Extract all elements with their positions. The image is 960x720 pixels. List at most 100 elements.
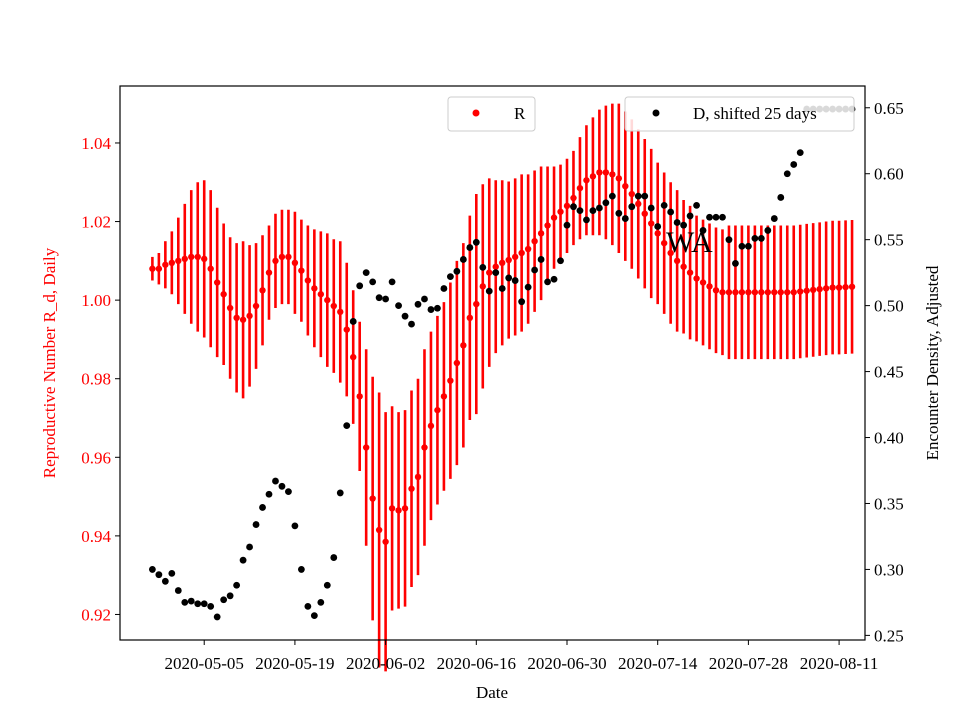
r-point <box>609 171 616 178</box>
r-point <box>337 308 344 316</box>
d-point <box>485 287 493 295</box>
d-point <box>764 227 772 234</box>
r-point <box>213 279 221 286</box>
r-point <box>563 202 571 210</box>
y-left-tick-label: 1.04 <box>81 134 111 153</box>
d-point <box>557 257 564 265</box>
r-point <box>239 316 247 323</box>
r-point <box>408 485 415 492</box>
y-right-tick-label: 0.50 <box>874 297 904 316</box>
d-point <box>725 236 733 244</box>
d-point <box>732 260 739 267</box>
d-point <box>524 283 532 291</box>
d-point <box>382 295 390 303</box>
r-point <box>330 302 337 310</box>
d-point <box>699 227 707 234</box>
d-point <box>647 204 655 212</box>
r-point <box>822 285 830 292</box>
y-right-tick-label: 0.65 <box>874 99 904 118</box>
r-point <box>777 289 784 296</box>
d-point <box>155 571 163 579</box>
r-point <box>252 302 260 310</box>
r-point <box>835 284 843 291</box>
y-left-tick-label: 0.92 <box>81 605 111 624</box>
d-point <box>641 192 649 200</box>
r-point <box>375 526 383 534</box>
d-point <box>505 274 513 282</box>
r-point <box>648 220 655 227</box>
r-point <box>628 190 635 198</box>
r-point <box>673 257 681 265</box>
d-point <box>427 306 435 313</box>
d-point <box>388 278 396 286</box>
r-point <box>201 255 208 263</box>
d-point <box>161 577 169 585</box>
r-point <box>479 283 486 290</box>
r-point <box>168 259 176 267</box>
d-point <box>719 213 726 221</box>
legend-r-marker <box>472 109 480 117</box>
d-point <box>440 285 448 292</box>
legend-r-label: R <box>514 104 526 123</box>
y-axis-left-ticks: 0.92 0.94 0.96 0.98 1.00 1.02 1.04 <box>81 134 120 624</box>
legend-d: D, shifted 25 days <box>624 96 855 132</box>
d-point <box>395 302 402 310</box>
d-point <box>583 216 590 224</box>
d-point <box>181 599 189 606</box>
y-left-tick-label: 0.98 <box>81 370 111 389</box>
r-point <box>246 312 253 320</box>
d-point <box>660 201 668 209</box>
d-point <box>751 234 759 242</box>
x-axis-label: Date <box>476 683 508 702</box>
d-point <box>259 504 266 511</box>
r-point <box>220 291 227 298</box>
r-point <box>259 287 266 294</box>
r-point <box>667 249 674 257</box>
d-point <box>602 199 610 207</box>
d-point <box>252 521 260 528</box>
d-point <box>757 234 765 242</box>
r-point <box>635 200 642 208</box>
r-point <box>291 259 299 267</box>
y-right-tick-label: 0.55 <box>874 231 904 250</box>
r-point <box>343 326 350 333</box>
d-point <box>744 242 752 250</box>
d-point <box>213 613 221 621</box>
r-point <box>414 473 422 481</box>
d-point <box>291 522 299 530</box>
d-point <box>226 592 234 600</box>
d-point <box>621 215 629 222</box>
d-point <box>194 600 202 608</box>
r-point <box>401 505 409 512</box>
r-point <box>842 283 849 291</box>
r-point <box>421 444 428 451</box>
plot-frame <box>119 85 866 641</box>
d-point <box>272 477 279 485</box>
r-point <box>537 230 545 237</box>
y-left-tick-label: 1.02 <box>81 213 111 232</box>
y-right-tick-label: 0.45 <box>874 363 904 382</box>
series-d-points <box>148 105 856 621</box>
d-point <box>550 275 558 283</box>
d-point <box>246 543 253 551</box>
x-tick-label: 2020-08-11 <box>800 654 879 673</box>
d-point <box>304 602 312 610</box>
r-point <box>505 256 512 264</box>
r-point <box>233 314 240 322</box>
d-point <box>239 556 247 564</box>
annotation-wa: WA <box>666 226 713 259</box>
r-point <box>790 289 797 296</box>
r-point <box>466 314 474 322</box>
d-point <box>265 490 273 498</box>
d-point <box>589 207 597 215</box>
d-point <box>200 600 208 608</box>
series-r-points <box>149 169 856 545</box>
y-right-tick-label: 0.35 <box>874 494 904 513</box>
r-point <box>511 253 519 261</box>
d-point <box>285 488 292 496</box>
d-point <box>608 192 616 200</box>
legend-r: R <box>447 96 536 132</box>
d-point <box>492 269 500 277</box>
r-point <box>596 169 603 176</box>
r-point <box>473 300 480 308</box>
